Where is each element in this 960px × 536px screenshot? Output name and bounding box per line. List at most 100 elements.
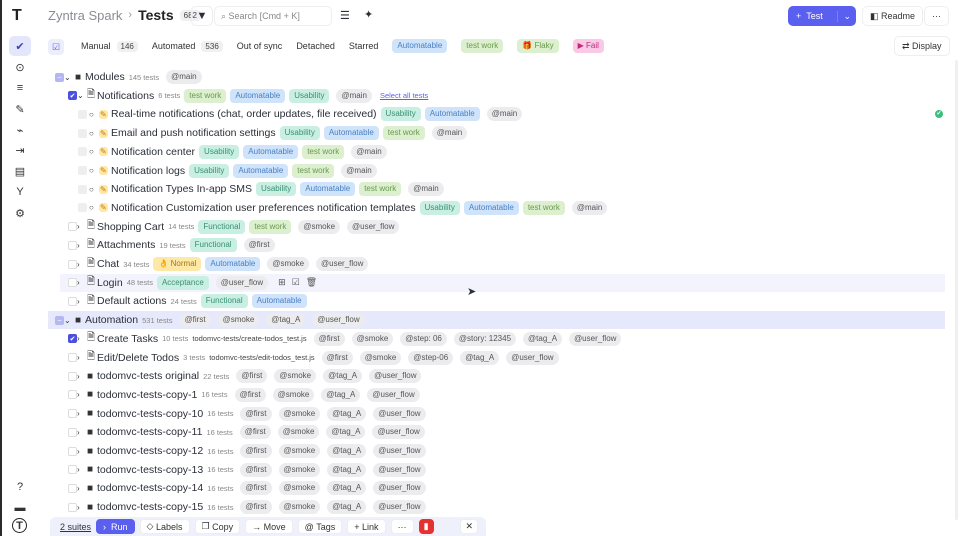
item-name[interactable]: Chat xyxy=(97,258,120,270)
tag[interactable]: @main xyxy=(571,200,608,215)
import-icon[interactable]: ⇥ xyxy=(15,144,25,157)
filter-starred[interactable]: Starred xyxy=(349,39,379,53)
test-row[interactable]: ○ ✎ Notification logs Usability Automatable t… xyxy=(48,162,945,180)
tag[interactable]: test work xyxy=(302,144,345,159)
suite-row[interactable]: › 🗎 Attachments 19 tests Functional @first xyxy=(48,236,945,254)
filter-fail[interactable]: ▶ Fail xyxy=(572,39,604,53)
tag[interactable]: @step: 06 xyxy=(400,331,447,346)
folder-icon[interactable]: ▬ xyxy=(14,502,26,514)
breadcrumb-project[interactable]: Zyntra Spark xyxy=(48,7,123,23)
item-name[interactable]: todomvc-tests-copy-1 xyxy=(97,388,198,401)
filter-automatable[interactable]: Automatable xyxy=(392,39,448,53)
item-name[interactable]: todomvc-tests-copy-14 xyxy=(97,482,204,495)
tag[interactable]: @tag_A xyxy=(327,406,367,421)
tag[interactable]: @smoke xyxy=(272,387,315,402)
item-name[interactable]: Attachments xyxy=(97,239,156,252)
tag[interactable]: @smoke xyxy=(217,313,260,328)
tag[interactable]: Functional xyxy=(200,294,248,309)
tag[interactable]: @tag_A xyxy=(326,425,366,440)
tag[interactable]: @smoke xyxy=(274,369,317,384)
item-name[interactable]: todomvc-tests-copy-12 xyxy=(97,445,204,457)
tag[interactable]: @first xyxy=(243,238,275,253)
tag[interactable]: 👌 Normal xyxy=(153,257,202,271)
tag[interactable]: Acceptance xyxy=(156,275,209,290)
tag[interactable]: @tag_A xyxy=(321,387,361,402)
folder-row[interactable]: › ■ todomvc-tests-copy-12 16 tests @first @sm… xyxy=(48,442,945,460)
suite-row[interactable]: › 🗎 Chat 34 tests 👌 Normal Automatable @smoke @… xyxy=(48,255,945,273)
profile-icon[interactable]: T xyxy=(12,518,27,533)
chevron-right-icon[interactable]: › xyxy=(77,371,80,381)
tag[interactable]: test work xyxy=(184,88,227,103)
new-test-button[interactable]: + Test ⌄ xyxy=(788,6,856,26)
chevron-right-icon[interactable]: › xyxy=(77,296,80,306)
tag[interactable]: @tag_A xyxy=(523,331,563,346)
tag[interactable]: @tag_A xyxy=(327,500,367,515)
tag[interactable]: @main xyxy=(351,144,387,159)
tag[interactable]: @first xyxy=(234,387,266,402)
chevron-right-icon[interactable]: › xyxy=(77,278,80,288)
tag[interactable]: @main xyxy=(431,126,468,141)
item-name[interactable]: Notification center xyxy=(111,145,196,158)
filter-detached[interactable]: Detached xyxy=(296,39,335,53)
tag[interactable]: Automatable xyxy=(233,163,289,178)
checkbox[interactable] xyxy=(68,222,77,232)
select-mode-icon[interactable]: ☑ xyxy=(48,39,64,55)
pulse-icon[interactable]: ⌁ xyxy=(16,124,24,137)
checkbox[interactable]: – xyxy=(55,315,64,325)
filter-flaky[interactable]: 🎁 Flaky xyxy=(517,39,559,53)
checkbox[interactable] xyxy=(78,166,87,175)
filter-out-of-sync[interactable]: Out of sync xyxy=(237,39,283,53)
tag[interactable]: @tag_A xyxy=(323,369,363,384)
folder-row[interactable]: › ■ todomvc-tests-copy-10 16 tests @first @sm… xyxy=(48,405,945,423)
tag[interactable]: @main xyxy=(408,182,444,197)
chevron-right-icon[interactable]: › xyxy=(77,483,80,493)
checkbox[interactable] xyxy=(78,147,87,157)
folder-row[interactable]: – ⌄ ■ Automation 531 tests @first @smoke @tag_A… xyxy=(48,311,945,330)
item-name[interactable]: todomvc-tests-copy-15 xyxy=(97,501,204,514)
tag[interactable]: @first xyxy=(240,444,272,458)
run-icon[interactable]: ⊙ xyxy=(15,61,25,74)
tag[interactable]: @smoke xyxy=(351,331,394,346)
selected-count-link[interactable]: 2 suites xyxy=(60,521,92,532)
tag[interactable]: @tag_A xyxy=(460,350,500,365)
checkbox[interactable] xyxy=(68,278,77,288)
tag[interactable]: Automatable xyxy=(424,107,480,122)
folder-row[interactable]: › ■ todomvc-tests original 22 tests @first @s… xyxy=(48,367,945,385)
checkbox[interactable] xyxy=(68,259,77,269)
tag[interactable]: @main xyxy=(486,107,523,122)
help-icon[interactable]: ? xyxy=(16,481,24,493)
tags-button[interactable]: @ Tags xyxy=(297,519,343,534)
readme-button[interactable]: ◧ Readme xyxy=(862,6,924,26)
tag[interactable]: @user_flow xyxy=(347,219,400,234)
delete-button[interactable]: ▮ xyxy=(418,519,434,534)
folder-row[interactable]: › ■ todomvc-tests-copy-14 16 tests @first @sm… xyxy=(48,479,945,497)
chevron-right-icon[interactable]: › xyxy=(77,502,80,512)
item-name[interactable]: Notification Types In-app SMS xyxy=(111,183,253,196)
tag[interactable]: @first xyxy=(179,313,211,328)
chevron-right-icon[interactable]: › xyxy=(77,427,80,437)
item-name[interactable]: Notifications xyxy=(97,89,155,102)
checkbox[interactable] xyxy=(68,353,77,362)
item-name[interactable]: Email and push notification settings xyxy=(111,127,276,140)
chevron-down-icon[interactable]: ⌄ xyxy=(837,10,851,22)
copy-button[interactable]: ❐ Copy xyxy=(194,519,241,534)
tag[interactable]: test work xyxy=(382,126,425,141)
chevron-down-icon[interactable]: ⌄ xyxy=(64,72,71,82)
tag[interactable]: Functional xyxy=(189,238,237,253)
checkbox[interactable] xyxy=(68,427,77,437)
tag[interactable]: Automatable xyxy=(243,144,299,159)
tag[interactable]: @user_flow xyxy=(373,500,426,515)
tag[interactable]: @first xyxy=(240,462,272,477)
suite-row[interactable]: › 🗎 Shopping Cart 14 tests Functional test wo… xyxy=(48,218,945,236)
item-name[interactable]: todomvc-tests-copy-13 xyxy=(97,463,204,476)
tag[interactable]: @smoke xyxy=(278,481,321,496)
tag[interactable]: @tag_A xyxy=(327,462,367,477)
tag[interactable]: @user_flow xyxy=(312,313,365,328)
item-name[interactable]: Real-time notifications (chat, order upd… xyxy=(111,108,377,121)
chevron-right-icon[interactable]: › xyxy=(77,390,80,400)
checkbox[interactable] xyxy=(78,184,87,194)
tag[interactable]: @smoke xyxy=(359,350,402,365)
chevron-right-icon[interactable]: › xyxy=(77,465,80,475)
tag[interactable]: @user_flow xyxy=(569,331,622,346)
tag[interactable]: test work xyxy=(292,163,335,178)
